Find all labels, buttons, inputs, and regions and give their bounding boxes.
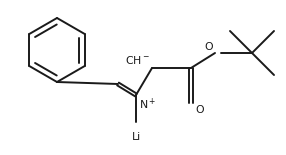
Text: O: O: [195, 105, 204, 115]
Text: O: O: [204, 42, 213, 52]
Text: Li: Li: [132, 132, 140, 142]
Text: CH$^-$: CH$^-$: [125, 54, 150, 66]
Text: N$^+$: N$^+$: [139, 97, 156, 112]
